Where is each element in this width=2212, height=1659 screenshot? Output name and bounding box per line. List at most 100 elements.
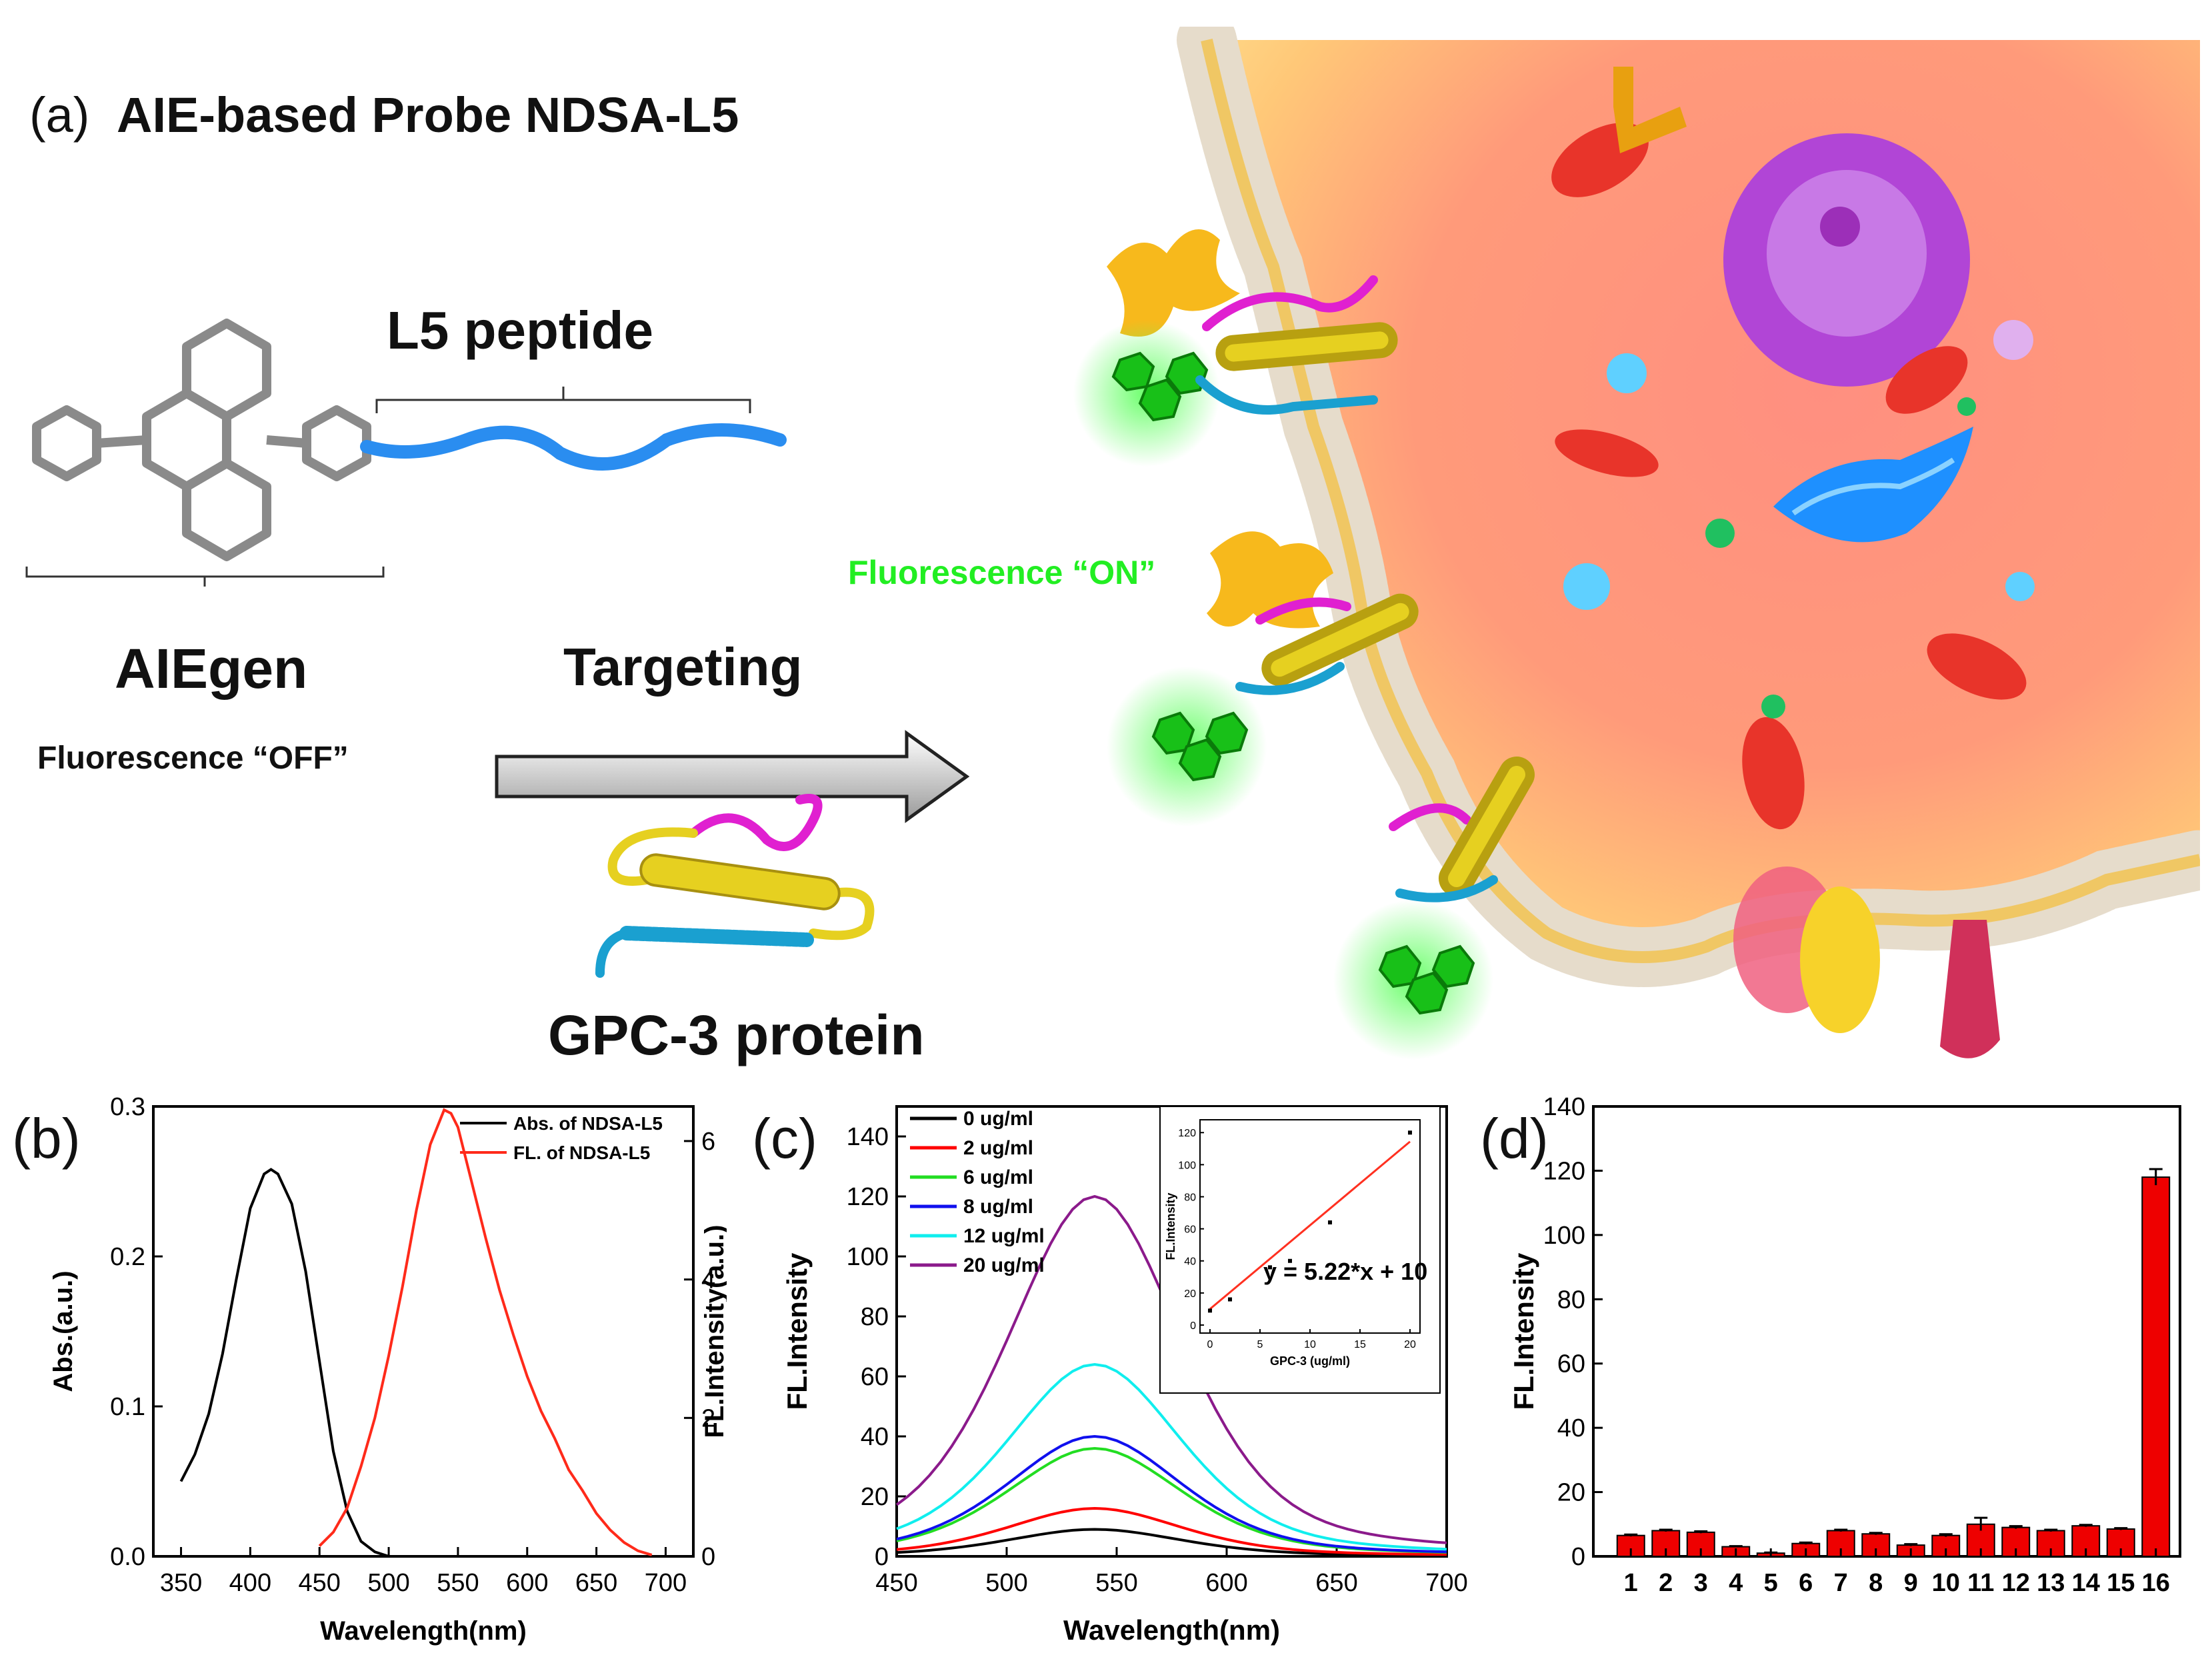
panel-a-title: AIE-based Probe NDSA-L5 bbox=[117, 87, 739, 143]
x-tick-label: 450 bbox=[875, 1569, 917, 1597]
inset-equation: y = 5.22*x + 10 bbox=[1263, 1258, 1427, 1285]
x-tick-label: 450 bbox=[299, 1569, 341, 1597]
x-tick-label: 1 bbox=[1624, 1569, 1638, 1597]
y-tick-label: 0.2 bbox=[110, 1243, 145, 1271]
inset-y-tick-label: 80 bbox=[1184, 1192, 1196, 1203]
y-axis-label: FL.Intensity bbox=[781, 1252, 813, 1410]
legend-entry: Abs. of NDSA-L5 bbox=[513, 1113, 663, 1134]
x-tick-label: 700 bbox=[1425, 1569, 1467, 1597]
series-line bbox=[896, 1446, 1447, 1554]
y-tick-label: 0.3 bbox=[110, 1093, 145, 1121]
y2-tick-label: 0 bbox=[701, 1543, 715, 1571]
y2-axis-label: FL.Intensity(a.u.) bbox=[700, 1225, 727, 1438]
plot-frame bbox=[152, 1105, 695, 1558]
channel-protein bbox=[1613, 67, 1687, 153]
x-tick-label: 16 bbox=[2142, 1569, 2170, 1597]
panel-c-label: (c) bbox=[752, 1107, 817, 1170]
panel-d-label: (d) bbox=[1480, 1107, 1549, 1170]
y-tick-label: 20 bbox=[861, 1483, 889, 1511]
inset-x-tick-label: 0 bbox=[1207, 1339, 1213, 1350]
y-tick-label: 140 bbox=[1543, 1093, 1585, 1121]
plot-frame bbox=[1592, 1105, 2181, 1558]
x-tick-label: 4 bbox=[1729, 1569, 1743, 1597]
panel-a-schematic: (a) AIE-based Probe NDSA-L5 L5 peptide A… bbox=[25, 27, 2200, 1066]
x-tick-label: 550 bbox=[1095, 1569, 1137, 1597]
inset-x-label: GPC-3 (ug/ml) bbox=[1270, 1354, 1350, 1368]
targeting-arrow bbox=[495, 730, 970, 823]
protein-label: GPC-3 protein bbox=[548, 1004, 925, 1066]
x-tick-label: 9 bbox=[1904, 1569, 1918, 1597]
legend-entry: 20 ug/ml bbox=[963, 1254, 1045, 1276]
x-axis-label: Wavelength(nm) bbox=[1063, 1614, 1280, 1646]
x-tick-label: 8 bbox=[1869, 1569, 1883, 1597]
series-line bbox=[896, 1362, 1447, 1551]
y-tick-label: 40 bbox=[1557, 1414, 1585, 1442]
x-tick-label: 500 bbox=[985, 1569, 1027, 1597]
inset-x-tick-label: 15 bbox=[1354, 1339, 1366, 1350]
x-tick-label: 500 bbox=[367, 1569, 409, 1597]
x-tick-label: 600 bbox=[506, 1569, 548, 1597]
x-tick-label: 7 bbox=[1834, 1569, 1848, 1597]
x-tick-label: 550 bbox=[437, 1569, 479, 1597]
inset-x-tick-label: 10 bbox=[1304, 1339, 1316, 1350]
inset-x-tick-label: 5 bbox=[1257, 1339, 1263, 1350]
y-tick-label: 120 bbox=[847, 1183, 889, 1211]
y-tick-label: 0 bbox=[875, 1543, 889, 1571]
y-tick-label: 0.0 bbox=[110, 1543, 145, 1571]
x-axis-label: Wavelength(nm) bbox=[320, 1616, 527, 1646]
x-tick-label: 5 bbox=[1764, 1569, 1778, 1597]
series-line-fl bbox=[318, 1108, 653, 1556]
aiegen-molecule bbox=[25, 319, 787, 587]
inset-point bbox=[1208, 1308, 1212, 1313]
y-tick-label: 60 bbox=[861, 1363, 889, 1391]
inset-x-tick-label: 20 bbox=[1404, 1339, 1416, 1350]
y-tick-label: 140 bbox=[847, 1123, 889, 1151]
y-tick-label: 0 bbox=[1571, 1543, 1585, 1571]
fluorescence-off-label: Fluorescence “OFF” bbox=[37, 741, 349, 776]
x-tick-label: 3 bbox=[1694, 1569, 1708, 1597]
inset-point bbox=[1268, 1265, 1272, 1270]
nucleus bbox=[1723, 133, 1970, 387]
peptide-label: L5 peptide bbox=[387, 301, 654, 360]
inset-y-tick-label: 120 bbox=[1178, 1128, 1196, 1139]
series-line bbox=[896, 1434, 1447, 1554]
y-axis-label: FL.Intensity bbox=[1508, 1252, 1539, 1410]
series-line bbox=[896, 1528, 1447, 1557]
y2-tick-label: 2 bbox=[701, 1404, 715, 1432]
legend-entry: 2 ug/ml bbox=[963, 1137, 1033, 1159]
y-axis-label: Abs.(a.u.) bbox=[49, 1270, 78, 1392]
y-tick-label: 80 bbox=[1557, 1286, 1585, 1314]
panel-b-label: (b) bbox=[12, 1107, 81, 1170]
x-tick-label: 650 bbox=[1315, 1569, 1357, 1597]
x-tick-label: 350 bbox=[160, 1569, 202, 1597]
legend-entry: 12 ug/ml bbox=[963, 1225, 1045, 1247]
x-tick-label: 14 bbox=[2072, 1569, 2100, 1597]
inset-y-tick-label: 60 bbox=[1184, 1224, 1196, 1236]
inset-point bbox=[1288, 1258, 1292, 1263]
inset-box bbox=[1159, 1106, 1441, 1394]
y-tick-label: 100 bbox=[847, 1243, 889, 1271]
y-tick-label: 20 bbox=[1557, 1479, 1585, 1507]
legend-entry: 8 ug/ml bbox=[963, 1196, 1033, 1218]
membrane-receptors bbox=[1107, 229, 2000, 1058]
legend-entry: 6 ug/ml bbox=[963, 1166, 1033, 1188]
x-tick-label: 700 bbox=[645, 1569, 687, 1597]
inset-y-tick-label: 0 bbox=[1190, 1320, 1196, 1332]
y2-tick-label: 4 bbox=[701, 1266, 715, 1294]
x-tick-label: 600 bbox=[1205, 1569, 1247, 1597]
y-tick-label: 120 bbox=[1543, 1157, 1585, 1185]
bar bbox=[2141, 1176, 2171, 1558]
inset-y-tick-label: 100 bbox=[1178, 1160, 1196, 1171]
y-tick-label: 80 bbox=[861, 1303, 889, 1331]
x-tick-label: 12 bbox=[2002, 1569, 2030, 1597]
x-tick-label: 400 bbox=[229, 1569, 271, 1597]
inset-point bbox=[1228, 1297, 1232, 1302]
chart-b-absorption-fluorescence: 350 400 450 500 550 600 650 700 0.0 0.1 0.2 0.3 0 2 4 6… bbox=[49, 1093, 727, 1646]
inset-y-tick-label: 20 bbox=[1184, 1288, 1196, 1300]
x-tick-label: 11 bbox=[1967, 1569, 1994, 1597]
mitochondria bbox=[1551, 123, 2027, 830]
x-tick-label: 15 bbox=[2107, 1569, 2135, 1597]
series-line bbox=[896, 1506, 1447, 1556]
inset-fit-line bbox=[1209, 1140, 1411, 1310]
